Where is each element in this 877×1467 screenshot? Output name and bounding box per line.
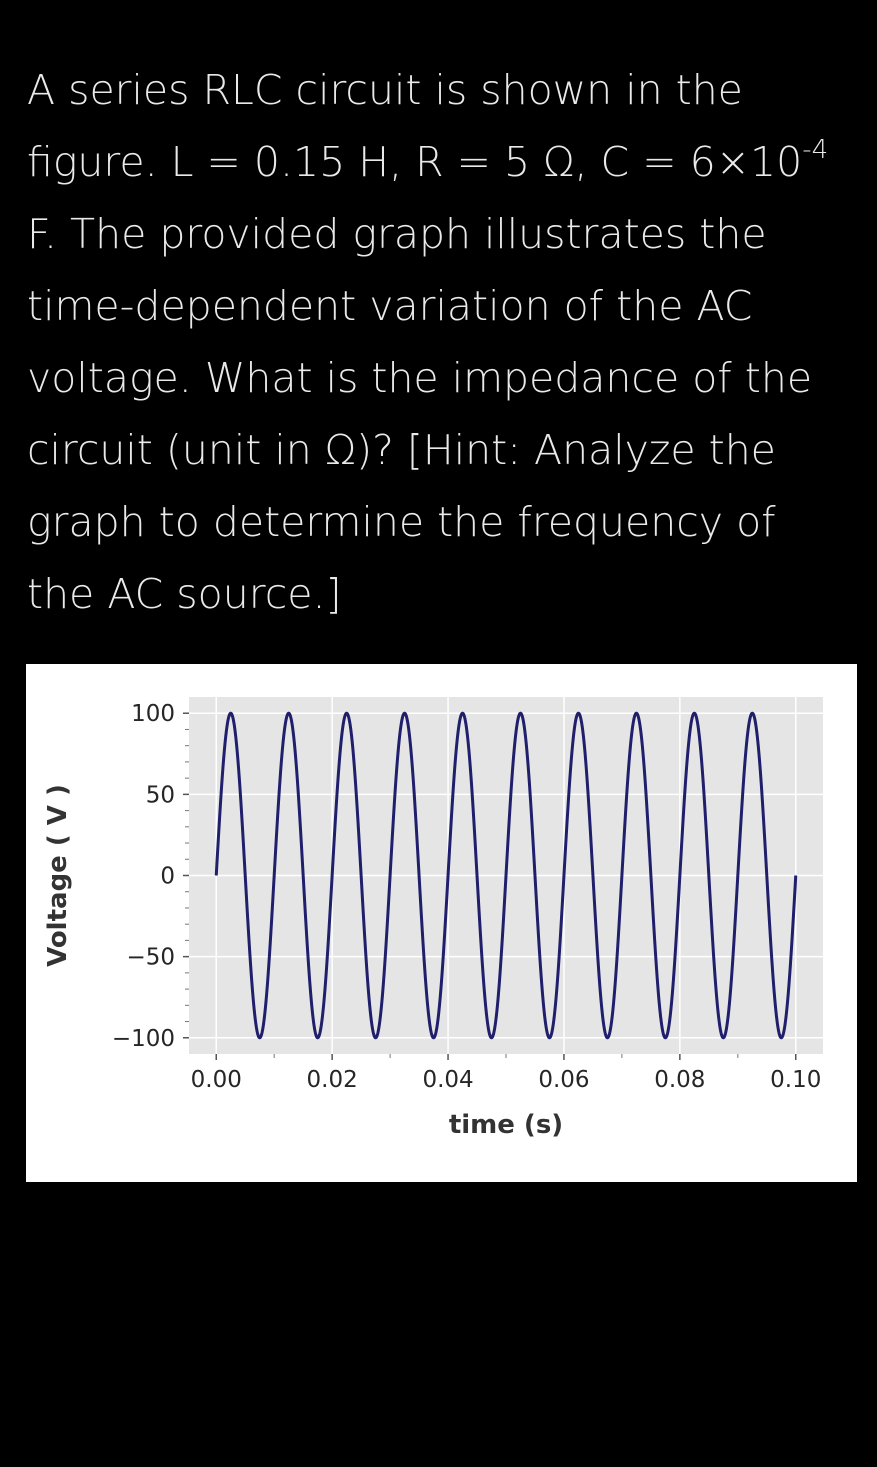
x-axis-title: time (s) [449,1110,563,1140]
question-line: figure. L = 0.15 H, R = 5 Ω, C = 6×10-4 [27,126,857,198]
question-line: F. The provided graph illustrates the [27,210,767,258]
y-tick-label: −50 [126,945,175,971]
question-line: the AC source.] [27,570,342,618]
y-tick-label: 0 [160,864,175,890]
y-tick-label: −100 [112,1026,175,1052]
x-tick-label: 0.08 [654,1067,705,1093]
y-tick-label: 50 [146,782,175,808]
y-tick-label: 100 [131,701,175,727]
y-axis-title: Voltage ( V ) [43,784,73,967]
question-line: voltage. What is the impedance of the [27,354,813,402]
chart-card: 0.00 0.02 0.04 0.06 0.08 0.10 100 50 0 −50 −100 ti… [26,664,857,1182]
x-tick-label: 0.00 [191,1067,242,1093]
voltage-series-line [214,711,798,1040]
exponent: -4 [802,135,829,165]
question-line: graph to determine the frequency of [27,498,776,546]
x-tick-label: 0.10 [770,1067,821,1093]
question-line: time-dependent variation of the AC [27,282,753,330]
x-tick-label: 0.06 [538,1067,589,1093]
question-text: A series RLC circuit is shown in the fig… [27,54,857,630]
question-line-text: figure. L = 0.15 H, R = 5 Ω, C = 6×10 [27,138,803,186]
x-tick-label: 0.02 [307,1067,358,1093]
question-line: circuit (unit in Ω)? [Hint: Analyze the [27,426,776,474]
axis-ticks: 0.00 0.02 0.04 0.06 0.08 0.10 100 50 0 −50 −100 [112,701,822,1093]
question-line: A series RLC circuit is shown in the [27,66,743,114]
x-tick-label: 0.04 [422,1067,473,1093]
voltage-time-chart: 0.00 0.02 0.04 0.06 0.08 0.10 100 50 0 −50 −100 ti… [43,697,823,1140]
